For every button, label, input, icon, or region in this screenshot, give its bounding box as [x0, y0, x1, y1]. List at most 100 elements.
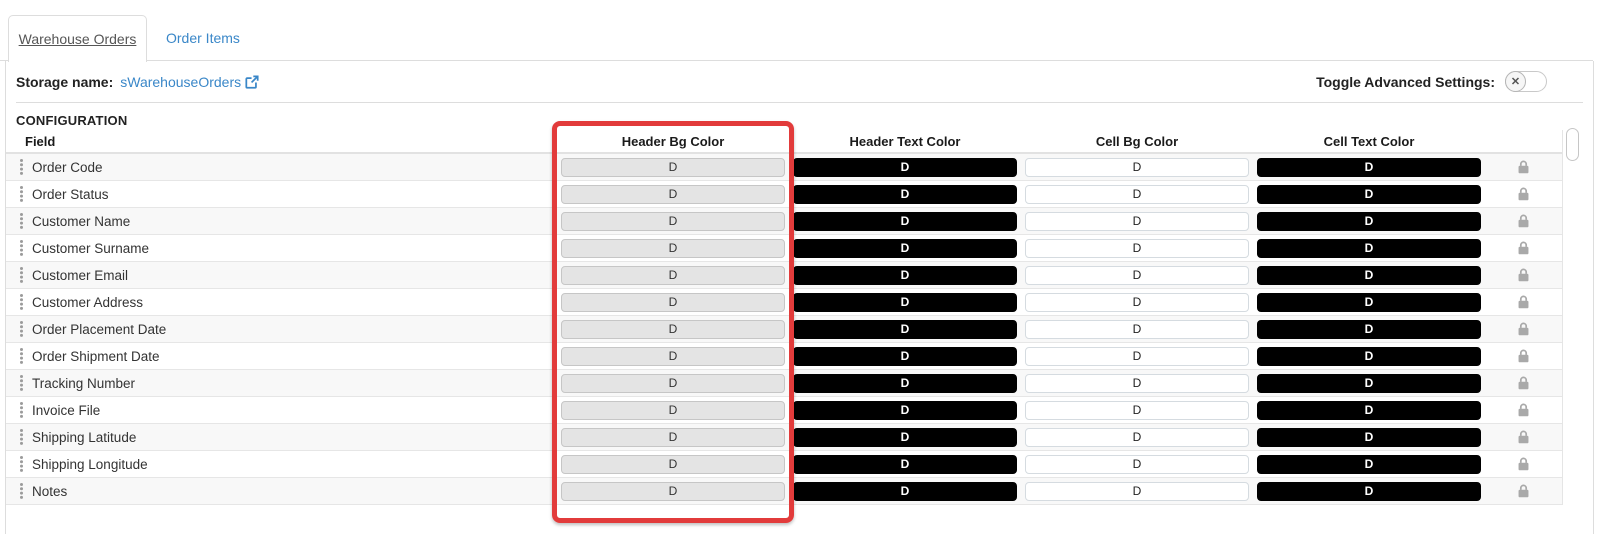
header-bg-color-swatch[interactable]: D [561, 427, 785, 447]
drag-handle-icon[interactable] [19, 428, 24, 446]
header-bg-color-swatch[interactable]: D [561, 238, 785, 258]
swatch-cell: D [557, 481, 789, 501]
header-text-color-swatch[interactable]: D [793, 481, 1017, 501]
header-text-color-swatch[interactable]: D [793, 184, 1017, 204]
lock-icon[interactable] [1517, 268, 1530, 282]
header-bg-color-swatch[interactable]: D [561, 265, 785, 285]
header-text-color-swatch[interactable]: D [793, 157, 1017, 177]
lock-icon[interactable] [1517, 349, 1530, 363]
drag-handle-icon[interactable] [19, 347, 24, 365]
cell-text-color-swatch[interactable]: D [1257, 319, 1481, 339]
swatch-cell: D [789, 400, 1021, 420]
header-bg-color-swatch[interactable]: D [561, 319, 785, 339]
swatch-cell: D [789, 211, 1021, 231]
drag-handle-icon[interactable] [19, 401, 24, 419]
cell-text-color-swatch[interactable]: D [1257, 400, 1481, 420]
cell-text-color-swatch[interactable]: D [1257, 157, 1481, 177]
swatch-cell: D [1253, 454, 1485, 474]
header-text-color-swatch[interactable]: D [793, 211, 1017, 231]
cell-bg-color-swatch[interactable]: D [1025, 292, 1249, 312]
header-bg-color-swatch[interactable]: D [561, 184, 785, 204]
cell-text-color-swatch[interactable]: D [1257, 454, 1481, 474]
lock-icon[interactable] [1517, 214, 1530, 228]
header-bg-color-swatch[interactable]: D [561, 157, 785, 177]
lock-icon[interactable] [1517, 430, 1530, 444]
header-text-color-swatch[interactable]: D [793, 373, 1017, 393]
header-bg-color-swatch[interactable]: D [561, 292, 785, 312]
lock-icon[interactable] [1517, 376, 1530, 390]
cell-bg-color-swatch[interactable]: D [1025, 211, 1249, 231]
drag-handle-icon[interactable] [19, 320, 24, 338]
cell-text-color-swatch[interactable]: D [1257, 292, 1481, 312]
drag-handle-icon[interactable] [19, 374, 24, 392]
cell-text-color-swatch[interactable]: D [1257, 346, 1481, 366]
lock-icon[interactable] [1517, 187, 1530, 201]
header-bg-color-swatch[interactable]: D [561, 400, 785, 420]
lock-icon[interactable] [1517, 160, 1530, 174]
drag-handle-icon[interactable] [19, 185, 24, 203]
storage-name-link[interactable]: sWarehouseOrders [120, 74, 259, 90]
swatch-cell: D [1253, 292, 1485, 312]
cell-text-color-swatch[interactable]: D [1257, 373, 1481, 393]
cell-bg-color-swatch[interactable]: D [1025, 427, 1249, 447]
cell-bg-color-swatch[interactable]: D [1025, 238, 1249, 258]
header-text-color-swatch[interactable]: D [793, 265, 1017, 285]
header-text-color-swatch[interactable]: D [793, 319, 1017, 339]
field-label: Invoice File [32, 402, 101, 418]
header-text-color-swatch[interactable]: D [793, 454, 1017, 474]
header-text-color-swatch[interactable]: D [793, 292, 1017, 312]
swatch-cell: D [789, 292, 1021, 312]
cell-bg-color-swatch[interactable]: D [1025, 373, 1249, 393]
header-text-color-swatch[interactable]: D [793, 400, 1017, 420]
cell-bg-color-swatch[interactable]: D [1025, 184, 1249, 204]
drag-handle-icon[interactable] [19, 212, 24, 230]
cell-bg-color-swatch[interactable]: D [1025, 265, 1249, 285]
tab-bar: Warehouse Orders Order Items [0, 0, 1605, 62]
cell-bg-color-swatch[interactable]: D [1025, 319, 1249, 339]
cell-bg-color-swatch[interactable]: D [1025, 454, 1249, 474]
drag-handle-icon[interactable] [19, 455, 24, 473]
swatch-cell: D [1253, 373, 1485, 393]
header-text-color-swatch[interactable]: D [793, 346, 1017, 366]
drag-handle-icon[interactable] [19, 158, 24, 176]
cell-bg-color-swatch[interactable]: D [1025, 400, 1249, 420]
table-row: Customer Surname D D D D [6, 235, 1562, 262]
cell-text-color-swatch[interactable]: D [1257, 265, 1481, 285]
swatch-cell: D [1253, 157, 1485, 177]
lock-icon[interactable] [1517, 241, 1530, 255]
table-row: Invoice File D D D D [6, 397, 1562, 424]
header-bg-color-swatch[interactable]: D [561, 454, 785, 474]
scrollbar-thumb[interactable] [1566, 128, 1579, 161]
tab-order-items[interactable]: Order Items [148, 15, 258, 61]
cell-text-color-swatch[interactable]: D [1257, 184, 1481, 204]
cell-text-color-swatch[interactable]: D [1257, 238, 1481, 258]
lock-icon[interactable] [1517, 322, 1530, 336]
header-text-color-swatch[interactable]: D [793, 427, 1017, 447]
cell-text-color-swatch[interactable]: D [1257, 427, 1481, 447]
cell-text-color-swatch[interactable]: D [1257, 211, 1481, 231]
cell-bg-color-swatch[interactable]: D [1025, 346, 1249, 366]
content-panel: Storage name: sWarehouseOrders Toggle Ad… [5, 61, 1594, 534]
lock-cell [1485, 322, 1562, 336]
advanced-settings-toggle[interactable]: ✕ [1505, 71, 1547, 92]
drag-handle-icon[interactable] [19, 266, 24, 284]
cell-bg-color-swatch[interactable]: D [1025, 157, 1249, 177]
drag-handle-icon[interactable] [19, 239, 24, 257]
table-header-row: Field Header Bg Color Header Text Color Ce… [6, 130, 1562, 154]
header-bg-color-swatch[interactable]: D [561, 346, 785, 366]
header-text-color-swatch[interactable]: D [793, 238, 1017, 258]
lock-icon[interactable] [1517, 484, 1530, 498]
lock-icon[interactable] [1517, 295, 1530, 309]
header-bg-color-swatch[interactable]: D [561, 373, 785, 393]
header-bg-color-swatch[interactable]: D [561, 481, 785, 501]
lock-icon[interactable] [1517, 457, 1530, 471]
swatch-cell: D [1021, 211, 1253, 231]
swatch-cell: D [557, 157, 789, 177]
cell-text-color-swatch[interactable]: D [1257, 481, 1481, 501]
drag-handle-icon[interactable] [19, 293, 24, 311]
lock-icon[interactable] [1517, 403, 1530, 417]
tab-warehouse-orders[interactable]: Warehouse Orders [8, 15, 147, 62]
drag-handle-icon[interactable] [19, 482, 24, 500]
header-bg-color-swatch[interactable]: D [561, 211, 785, 231]
cell-bg-color-swatch[interactable]: D [1025, 481, 1249, 501]
